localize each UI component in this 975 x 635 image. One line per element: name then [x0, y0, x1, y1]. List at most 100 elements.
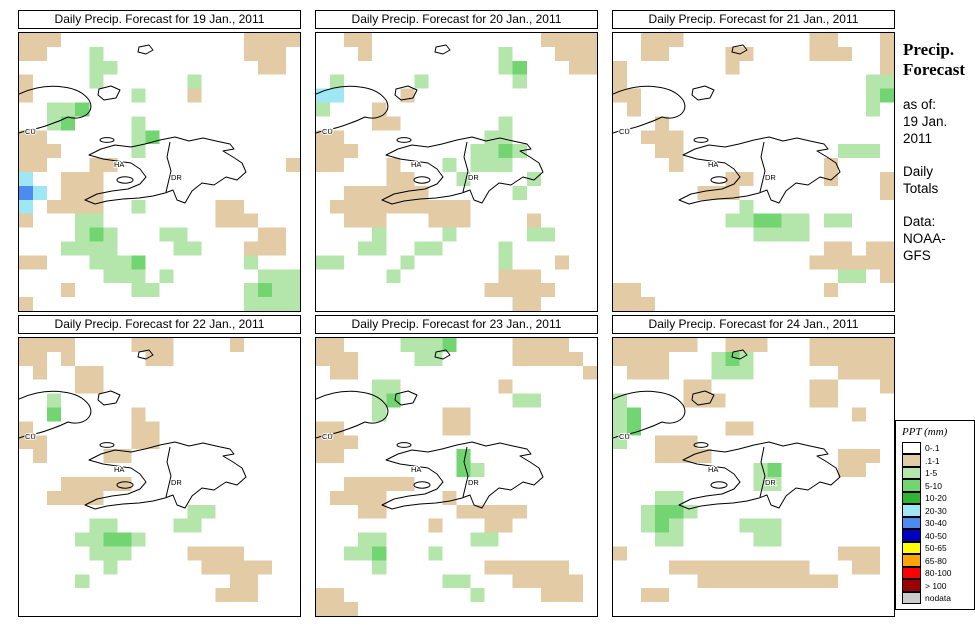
precip-cell: [837, 351, 852, 366]
precip-cell: [627, 297, 642, 311]
legend-entry: 5-10: [902, 479, 970, 493]
legend-entry: 20-30: [902, 504, 970, 518]
precip-cell: [159, 351, 174, 366]
precip-cell: [725, 213, 740, 228]
precip-cell: [669, 158, 684, 172]
precip-cell: [879, 269, 894, 284]
precip-cell: [669, 338, 684, 352]
precip-cell: [89, 60, 104, 75]
precip-cell: [823, 213, 838, 228]
precip-cell: [739, 518, 754, 533]
precip-cell: [879, 379, 894, 394]
precip-cell: [512, 269, 527, 284]
legend-swatch: [902, 466, 921, 479]
map-svg: [613, 338, 894, 603]
precip-cell: [372, 116, 387, 131]
legend-entry: 40-50: [902, 529, 970, 543]
panel-title: Daily Precip. Forecast for 19 Jan., 2011: [18, 10, 301, 29]
precip-cell: [767, 560, 782, 575]
precip-cell: [526, 227, 541, 242]
precip-cell: [386, 199, 401, 214]
map-svg: [613, 33, 894, 311]
precip-cell: [613, 546, 628, 561]
precip-cell: [103, 241, 118, 256]
precip-cell: [117, 546, 132, 561]
forecast-panel: Daily Precip. Forecast for 20 Jan., 2011: [315, 10, 598, 312]
precip-cell: [159, 269, 174, 284]
precip-cell: [655, 33, 670, 47]
precip-cell: [344, 435, 359, 450]
figure-title-line2: Forecast: [903, 60, 965, 79]
precip-cell: [781, 227, 796, 242]
precip-cell: [837, 241, 852, 256]
precip-cell: [117, 477, 132, 491]
precip-cell: [795, 227, 810, 242]
figure-title-line1: Precip.: [903, 40, 955, 59]
precip-cell: [809, 393, 824, 408]
precip-cell: [89, 255, 104, 270]
precip-cell: [19, 74, 34, 89]
as-of-date-line2: 2011: [903, 131, 933, 146]
precip-cell: [75, 172, 90, 186]
precip-cell: [837, 365, 852, 380]
totals-line1: Daily: [903, 164, 934, 179]
precip-cell: [47, 33, 62, 47]
precip-cell: [285, 283, 300, 298]
precip-cell: [358, 532, 373, 547]
precip-cell: [19, 213, 34, 228]
precip-cell: [117, 449, 132, 464]
precip-cell: [865, 255, 880, 270]
precip-cell: [865, 144, 880, 159]
precip-cell: [386, 477, 401, 491]
precip-cell: [89, 546, 104, 561]
forecast-panel: Daily Precip. Forecast for 21 Jan., 2011: [612, 10, 895, 312]
precip-cell: [484, 532, 499, 547]
legend-title: PPT (mm): [902, 426, 948, 438]
precip-cell: [271, 60, 286, 75]
precip-cell: [739, 46, 754, 61]
precip-cell: [823, 158, 838, 172]
precip-cell: [725, 338, 740, 352]
precip-cell: [823, 283, 838, 298]
legend-entry: 80-100: [902, 566, 970, 580]
precip-cell: [215, 199, 230, 214]
precip-cell: [512, 60, 527, 75]
legend-label: 50-65: [925, 543, 947, 554]
precip-cell: [739, 199, 754, 214]
precip-cell: [187, 74, 202, 89]
legend-entry: 0-.1: [902, 441, 970, 455]
precip-cell: [285, 297, 300, 311]
precip-cell: [61, 172, 76, 186]
precip-cell: [19, 297, 34, 311]
precip-cell: [33, 351, 48, 366]
precip-cell: [414, 351, 429, 366]
precip-cell: [229, 588, 244, 603]
precip-cell: [879, 338, 894, 352]
precip-cell: [554, 574, 569, 589]
precip-cell: [879, 185, 894, 200]
precip-cell: [526, 283, 541, 298]
legend-label: 65-80: [925, 555, 947, 566]
precip-cell: [711, 560, 726, 575]
precip-cell: [386, 158, 401, 172]
precip-cell: [568, 33, 583, 47]
precip-cell: [103, 477, 118, 491]
precip-cell: [456, 199, 471, 214]
precip-cell: [75, 185, 90, 200]
precip-cell: [19, 185, 34, 200]
precip-cell: [526, 393, 541, 408]
precip-cell: [316, 255, 331, 270]
precip-cell: [428, 213, 443, 228]
totals-line2: Totals: [903, 181, 939, 196]
precip-cell: [372, 477, 387, 491]
precip-cell: [613, 283, 628, 298]
data-source-label: Data:: [903, 214, 936, 229]
precip-cell: [865, 74, 880, 89]
forecast-panel: Daily Precip. Forecast for 22 Jan., 2011: [18, 315, 301, 617]
precip-cell: [103, 560, 118, 575]
precip-cell: [414, 338, 429, 352]
precip-cell: [75, 227, 90, 242]
precip-cell: [358, 477, 373, 491]
precip-cell: [613, 297, 628, 311]
precip-cell: [795, 213, 810, 228]
